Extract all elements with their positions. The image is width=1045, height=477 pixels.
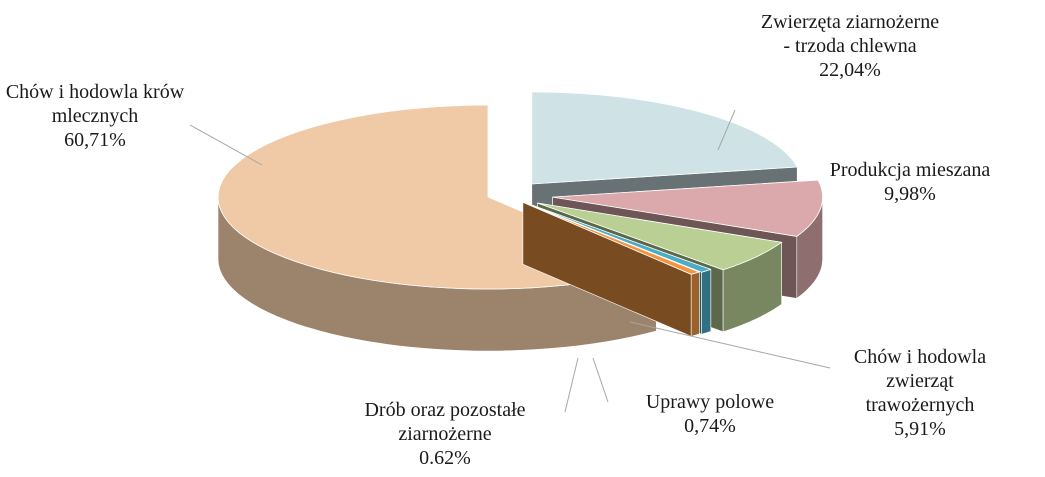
value-label: 0,74%: [684, 415, 736, 437]
value-label: 22,04%: [819, 59, 881, 81]
leader-line: [592, 357, 609, 403]
slice-label: Produkcja mieszana 9,98%: [810, 158, 1010, 206]
slice-top: [531, 91, 798, 185]
slice-top: [524, 202, 711, 273]
slice-label: Drób oraz pozostałe ziarnożerne 0.62%: [325, 398, 565, 470]
category-label: Zwierzęta ziarnożerne - trzoda chlewna: [760, 11, 940, 57]
slice-top: [552, 179, 823, 237]
slice-top: [522, 201, 700, 275]
slice-label: Zwierzęta ziarnożerne - trzoda chlewna 22…: [760, 10, 940, 82]
value-label: 9,98%: [884, 183, 936, 205]
slice-wall: [690, 271, 700, 337]
leader-line: [717, 109, 736, 151]
slice-wall: [701, 269, 712, 335]
leader-line: [189, 124, 263, 166]
pie-slice: [522, 201, 700, 337]
value-label: 5,91%: [894, 418, 946, 440]
slice-label: Chów i hodowla krów mlecznych 60,71%: [5, 80, 185, 152]
category-label: Chów i hodowla zwierząt trawożernych: [853, 346, 987, 416]
category-label: Produkcja mieszana: [829, 159, 991, 181]
slice-label: Uprawy polowe 0,74%: [615, 390, 805, 438]
leader-line: [629, 321, 831, 369]
value-label: 60,71%: [64, 129, 126, 151]
category-label: Chów i hodowla krów mlecznych: [5, 81, 185, 127]
category-label: Drób oraz pozostałe ziarnożerne: [364, 399, 526, 445]
leader-line: [564, 357, 579, 413]
category-label: Uprawy polowe: [645, 391, 775, 413]
slice-label: Chów i hodowla zwierząt trawożernych 5,91…: [830, 345, 1010, 441]
value-label: 0.62%: [419, 447, 471, 469]
slice-top: [537, 202, 783, 271]
